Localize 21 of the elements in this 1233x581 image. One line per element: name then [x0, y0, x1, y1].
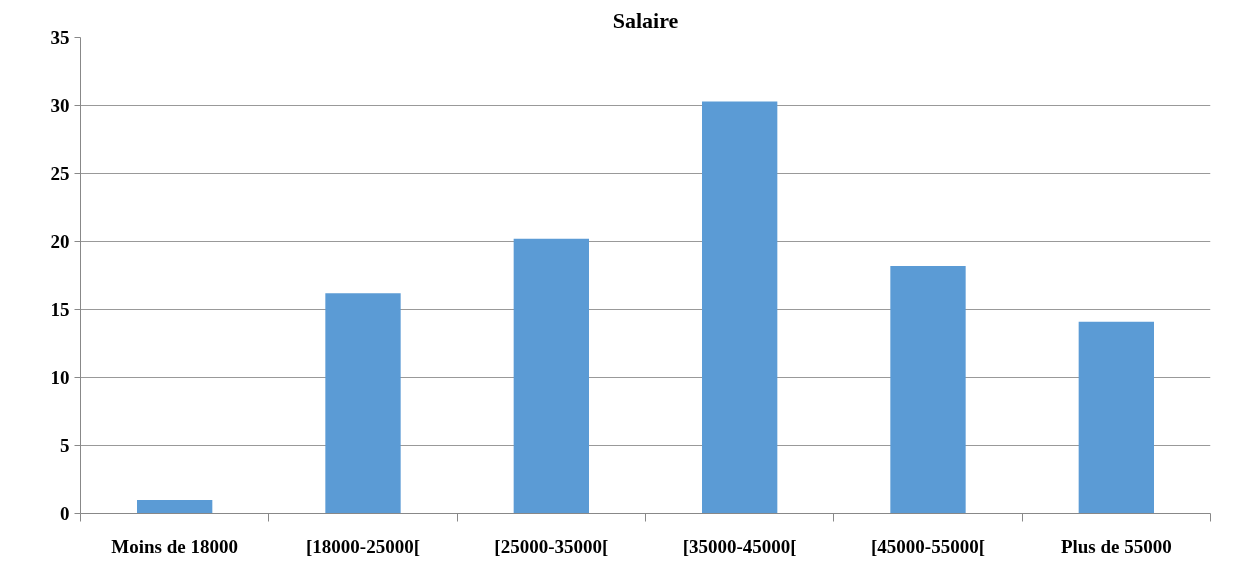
bar: [325, 293, 401, 514]
x-tick-label: [25000-35000[: [494, 535, 609, 557]
y-tick-label: 5: [60, 435, 70, 456]
y-tick-label: 35: [50, 27, 70, 48]
bar: [702, 101, 778, 514]
bar: [1078, 321, 1154, 514]
y-tick-label: 30: [50, 95, 70, 116]
y-tick-label: 15: [50, 299, 70, 320]
bar: [890, 265, 966, 514]
y-tick-label: 25: [50, 163, 70, 184]
chart-title: Salaire: [612, 7, 679, 33]
x-tick-label: Plus de 55000: [1060, 535, 1172, 557]
y-tick-label: 20: [50, 231, 70, 252]
y-tick-label: 10: [50, 367, 70, 388]
bar: [513, 238, 589, 514]
x-tick-label: [35000-45000[: [682, 535, 797, 557]
bar: [137, 499, 213, 514]
x-tick-label: Moins de 18000: [111, 535, 239, 557]
x-tick-label: [45000-55000[: [871, 535, 985, 557]
y-tick-label: 0: [60, 503, 70, 524]
x-tick-label: [18000-25000[: [306, 535, 420, 557]
